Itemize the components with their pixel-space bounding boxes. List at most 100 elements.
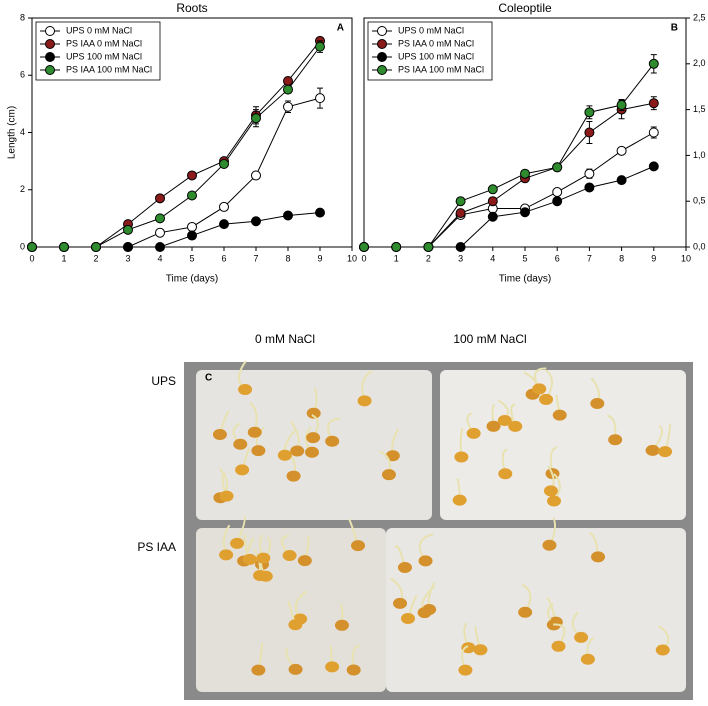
data-point — [616, 175, 627, 186]
x-tick-label: 8 — [285, 253, 290, 263]
x-tick-label: 1 — [61, 253, 66, 263]
legend-label: UPS 0 mM NaCl — [66, 25, 132, 35]
x-tick-label: 7 — [587, 253, 592, 263]
seed — [290, 445, 305, 457]
data-point — [315, 93, 325, 104]
column-label: 100 mM NaCl — [453, 332, 526, 346]
seed — [473, 644, 488, 656]
seed — [497, 415, 512, 427]
legend-marker — [377, 39, 387, 49]
legend-label: UPS 100 mM NaCl — [398, 51, 474, 61]
seed — [466, 427, 481, 439]
seed — [297, 555, 312, 567]
data-point — [91, 242, 101, 252]
seed — [253, 570, 268, 582]
data-point — [584, 168, 595, 179]
seed — [282, 549, 297, 561]
legend-label: PS IAA 0 mM NaCl — [66, 38, 142, 48]
seed — [461, 642, 476, 654]
legend-label: PS IAA 100 mM NaCl — [398, 64, 484, 74]
seed — [334, 619, 349, 631]
data-point — [552, 196, 563, 207]
legend-marker — [45, 26, 55, 36]
x-tick-label: 3 — [125, 253, 130, 263]
data-point — [648, 98, 659, 109]
data-point — [251, 170, 261, 181]
seed — [543, 485, 558, 497]
y-tick-label: 6 — [20, 70, 25, 80]
data-point — [648, 127, 659, 138]
x-tick-label: 6 — [221, 253, 226, 263]
chart-title: Roots — [176, 1, 207, 15]
x-tick-label: 2 — [93, 253, 98, 263]
series-line — [32, 97, 321, 248]
seed — [219, 549, 234, 561]
legend-marker — [377, 65, 387, 75]
y-tick-label: 2,5 — [693, 12, 706, 22]
y-tick-label: 1,5 — [693, 104, 706, 114]
data-point — [455, 196, 466, 207]
seed — [351, 540, 366, 552]
seed — [590, 397, 605, 409]
data-point — [187, 230, 197, 241]
y-tick-label: 2 — [20, 184, 25, 194]
x-tick-label: 9 — [651, 253, 656, 263]
data-point — [552, 162, 563, 173]
x-tick-label: 0 — [361, 253, 366, 263]
seed — [518, 606, 533, 618]
series-line — [364, 165, 654, 248]
photo-panel: C 0 mM NaCl 100 mM NaCl UPS PS IAA — [137, 332, 693, 700]
x-tick-label: 3 — [458, 253, 463, 263]
series-line — [364, 63, 655, 248]
x-tick-label: 4 — [157, 253, 162, 263]
x-tick-label: 5 — [189, 253, 194, 263]
data-point — [487, 196, 498, 207]
seed — [400, 613, 415, 625]
data-point — [315, 41, 325, 52]
seed — [305, 446, 320, 458]
x-tick-label: 5 — [522, 253, 527, 263]
legend-marker — [45, 52, 55, 62]
seed — [251, 664, 266, 676]
seed — [547, 495, 562, 507]
data-point — [455, 242, 466, 252]
y-tick-label: 0 — [20, 241, 25, 251]
legend-label: PS IAA 0 mM NaCl — [398, 38, 474, 48]
data-point — [283, 210, 293, 221]
seed — [381, 469, 396, 481]
data-point — [155, 227, 165, 238]
data-point — [455, 208, 466, 219]
seed — [385, 450, 400, 462]
data-point — [423, 242, 434, 252]
seed — [580, 653, 595, 665]
seed — [539, 393, 554, 405]
seed — [608, 434, 623, 446]
row-label: UPS — [151, 374, 176, 388]
seed — [417, 607, 432, 619]
y-axis-label: Length (cm) — [7, 106, 18, 159]
data-point — [487, 184, 498, 195]
seed — [277, 449, 292, 461]
x-tick-label: 2 — [426, 253, 431, 263]
y-tick-label: 4 — [20, 127, 25, 137]
y-tick-label: 0,5 — [693, 196, 706, 206]
data-point — [616, 100, 627, 111]
seed — [230, 537, 245, 549]
y-tick-label: 8 — [20, 12, 25, 22]
seed — [251, 445, 266, 457]
data-point — [187, 190, 197, 201]
x-tick-label: 10 — [347, 253, 357, 263]
data-point — [251, 113, 261, 124]
legend-marker — [45, 39, 55, 49]
seed — [306, 407, 321, 419]
seed — [552, 409, 567, 421]
legend-marker — [377, 26, 387, 36]
seed — [212, 428, 227, 440]
seed — [238, 383, 253, 395]
seed — [542, 539, 557, 551]
seed — [219, 490, 234, 502]
seed — [235, 464, 250, 476]
data-point — [648, 58, 659, 69]
seed — [397, 561, 412, 573]
